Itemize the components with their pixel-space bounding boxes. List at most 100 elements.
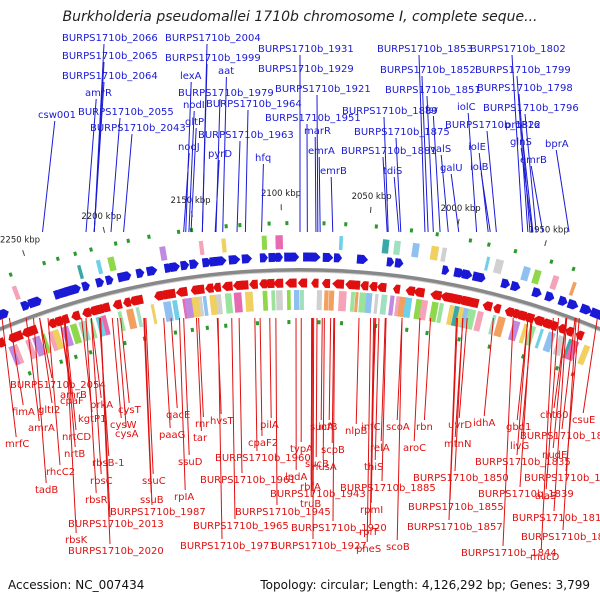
label-connector [198, 317, 204, 418]
forward-gene-arrow [394, 258, 404, 268]
inner-feature-box [446, 304, 455, 326]
inner-feature-box [337, 290, 347, 312]
forward-gene-arrow [179, 260, 190, 271]
label-connector [120, 317, 130, 404]
reverse-gene-label: rpmI [360, 505, 383, 516]
forward-gene-arrow [20, 300, 31, 312]
outer-marker [147, 234, 151, 239]
inner-feature-box [25, 338, 38, 360]
reverse-gene-arrow [123, 297, 132, 308]
forward-gene-arrow [32, 296, 42, 307]
inner-feature-box [286, 290, 291, 311]
inner-feature-box [69, 323, 83, 345]
forward-gene-arrow [594, 309, 600, 320]
inner-feature-box [117, 311, 126, 332]
forward-gene-label: BURPS1710b_1999 [165, 53, 261, 64]
inner-feature-box [262, 290, 269, 311]
forward-gene-label: iolC [457, 102, 476, 113]
label-connector [540, 317, 554, 551]
reverse-gene-label: nrtB [64, 449, 85, 460]
outer-feature-box [159, 246, 168, 261]
inner-feature-box [507, 320, 521, 342]
reverse-gene-label: infC [361, 422, 381, 433]
forward-gene-label: BURPS1710b_2055 [78, 107, 174, 118]
outer-feature-box [221, 238, 227, 253]
forward-gene-label: emrB [520, 155, 547, 166]
reverse-gene-arrow [332, 279, 345, 289]
map-title: Burkholderia pseudomallei 1710b chromoso… [62, 9, 538, 25]
label-connector [545, 317, 560, 490]
label-connector [231, 317, 236, 520]
inner-marker [255, 321, 260, 326]
label-connector [201, 63, 208, 233]
inner-marker [317, 320, 321, 325]
inner-feature-box [202, 295, 209, 317]
reverse-gene-arrow [82, 307, 92, 318]
forward-gene-label: BURPS1710b_2065 [62, 51, 158, 62]
inner-feature-box [577, 344, 591, 366]
label-connector [183, 152, 190, 233]
reverse-gene-label: infB [318, 422, 338, 433]
inner-feature-box [125, 308, 138, 330]
tick-mark [457, 218, 460, 225]
inner-feature-box [564, 339, 580, 362]
outer-marker [435, 232, 440, 237]
inner-feature-box [349, 291, 356, 312]
inner-feature-box [47, 330, 60, 352]
reverse-gene-label: BURPS1710b_1850 [413, 473, 509, 484]
reverse-gene-arrow [236, 280, 249, 290]
forward-gene-arrow [333, 253, 343, 263]
label-connector [520, 147, 533, 233]
label-connector [110, 117, 121, 233]
label-connector [502, 317, 514, 547]
reverse-gene-arrow [175, 286, 188, 297]
label-connector [1, 317, 17, 438]
label-connector [478, 152, 489, 233]
label-connector [111, 317, 122, 419]
inner-feature-box [198, 296, 205, 317]
forward-gene-label: BURPS1710b_1798 [477, 83, 573, 94]
label-connector [382, 156, 388, 233]
outer-feature-box [440, 247, 448, 263]
reverse-gene-arrow [533, 315, 545, 327]
label-connector [426, 95, 434, 233]
reverse-gene-label: gltI2 [38, 405, 60, 416]
forward-gene-arrow [215, 256, 227, 266]
label-connector [85, 317, 97, 494]
reverse-gene-label: cysW [110, 420, 137, 431]
inner-feature-box [293, 289, 300, 311]
label-connector [8, 317, 24, 406]
forward-gene-label: pyrD [208, 149, 232, 160]
reverse-gene-label: BURPS1710b_1839 [478, 489, 574, 500]
reverse-gene-label: BURPS1710b_2054 [10, 380, 106, 391]
inner-marker [205, 325, 210, 331]
forward-gene-label: BURPS1710b_2043 [90, 123, 186, 134]
inner-marker [554, 365, 560, 371]
forward-gene-label: gltP [185, 117, 204, 128]
label-connector [318, 156, 321, 233]
reverse-gene-label: rbn [416, 422, 433, 433]
forward-gene-arrow [500, 278, 511, 289]
label-connector [269, 317, 272, 419]
forward-gene-label: BURPS1710b_1799 [475, 65, 571, 76]
outer-feature-box [492, 258, 505, 275]
label-connector [519, 317, 532, 488]
forward-gene-label: BURPS1710b_1963 [198, 130, 294, 141]
forward-gene-label: hfq [255, 153, 271, 164]
forward-gene-label: BURPS1710b_1822 [445, 120, 541, 131]
reverse-gene-label: rbsK [65, 535, 88, 546]
inner-feature-box [402, 297, 413, 319]
reverse-gene-arrow [164, 288, 177, 299]
reverse-gene-label: cysA [115, 429, 139, 440]
reverse-gene-label: BURPS1710b_1971 [180, 541, 276, 552]
reverse-gene-label: alaS [535, 491, 556, 502]
inner-feature-box [8, 345, 21, 366]
reverse-gene-label: tadB [35, 485, 58, 496]
inner-feature-box [271, 290, 276, 311]
inner-feature-box [379, 294, 388, 315]
reverse-gene-arrow [205, 283, 215, 293]
reverse-gene-label: mrfC [5, 439, 29, 450]
reverse-gene-label: BURPS1710b_1844 [461, 548, 557, 559]
reverse-gene-arrow [11, 330, 24, 342]
outer-marker [344, 222, 348, 227]
